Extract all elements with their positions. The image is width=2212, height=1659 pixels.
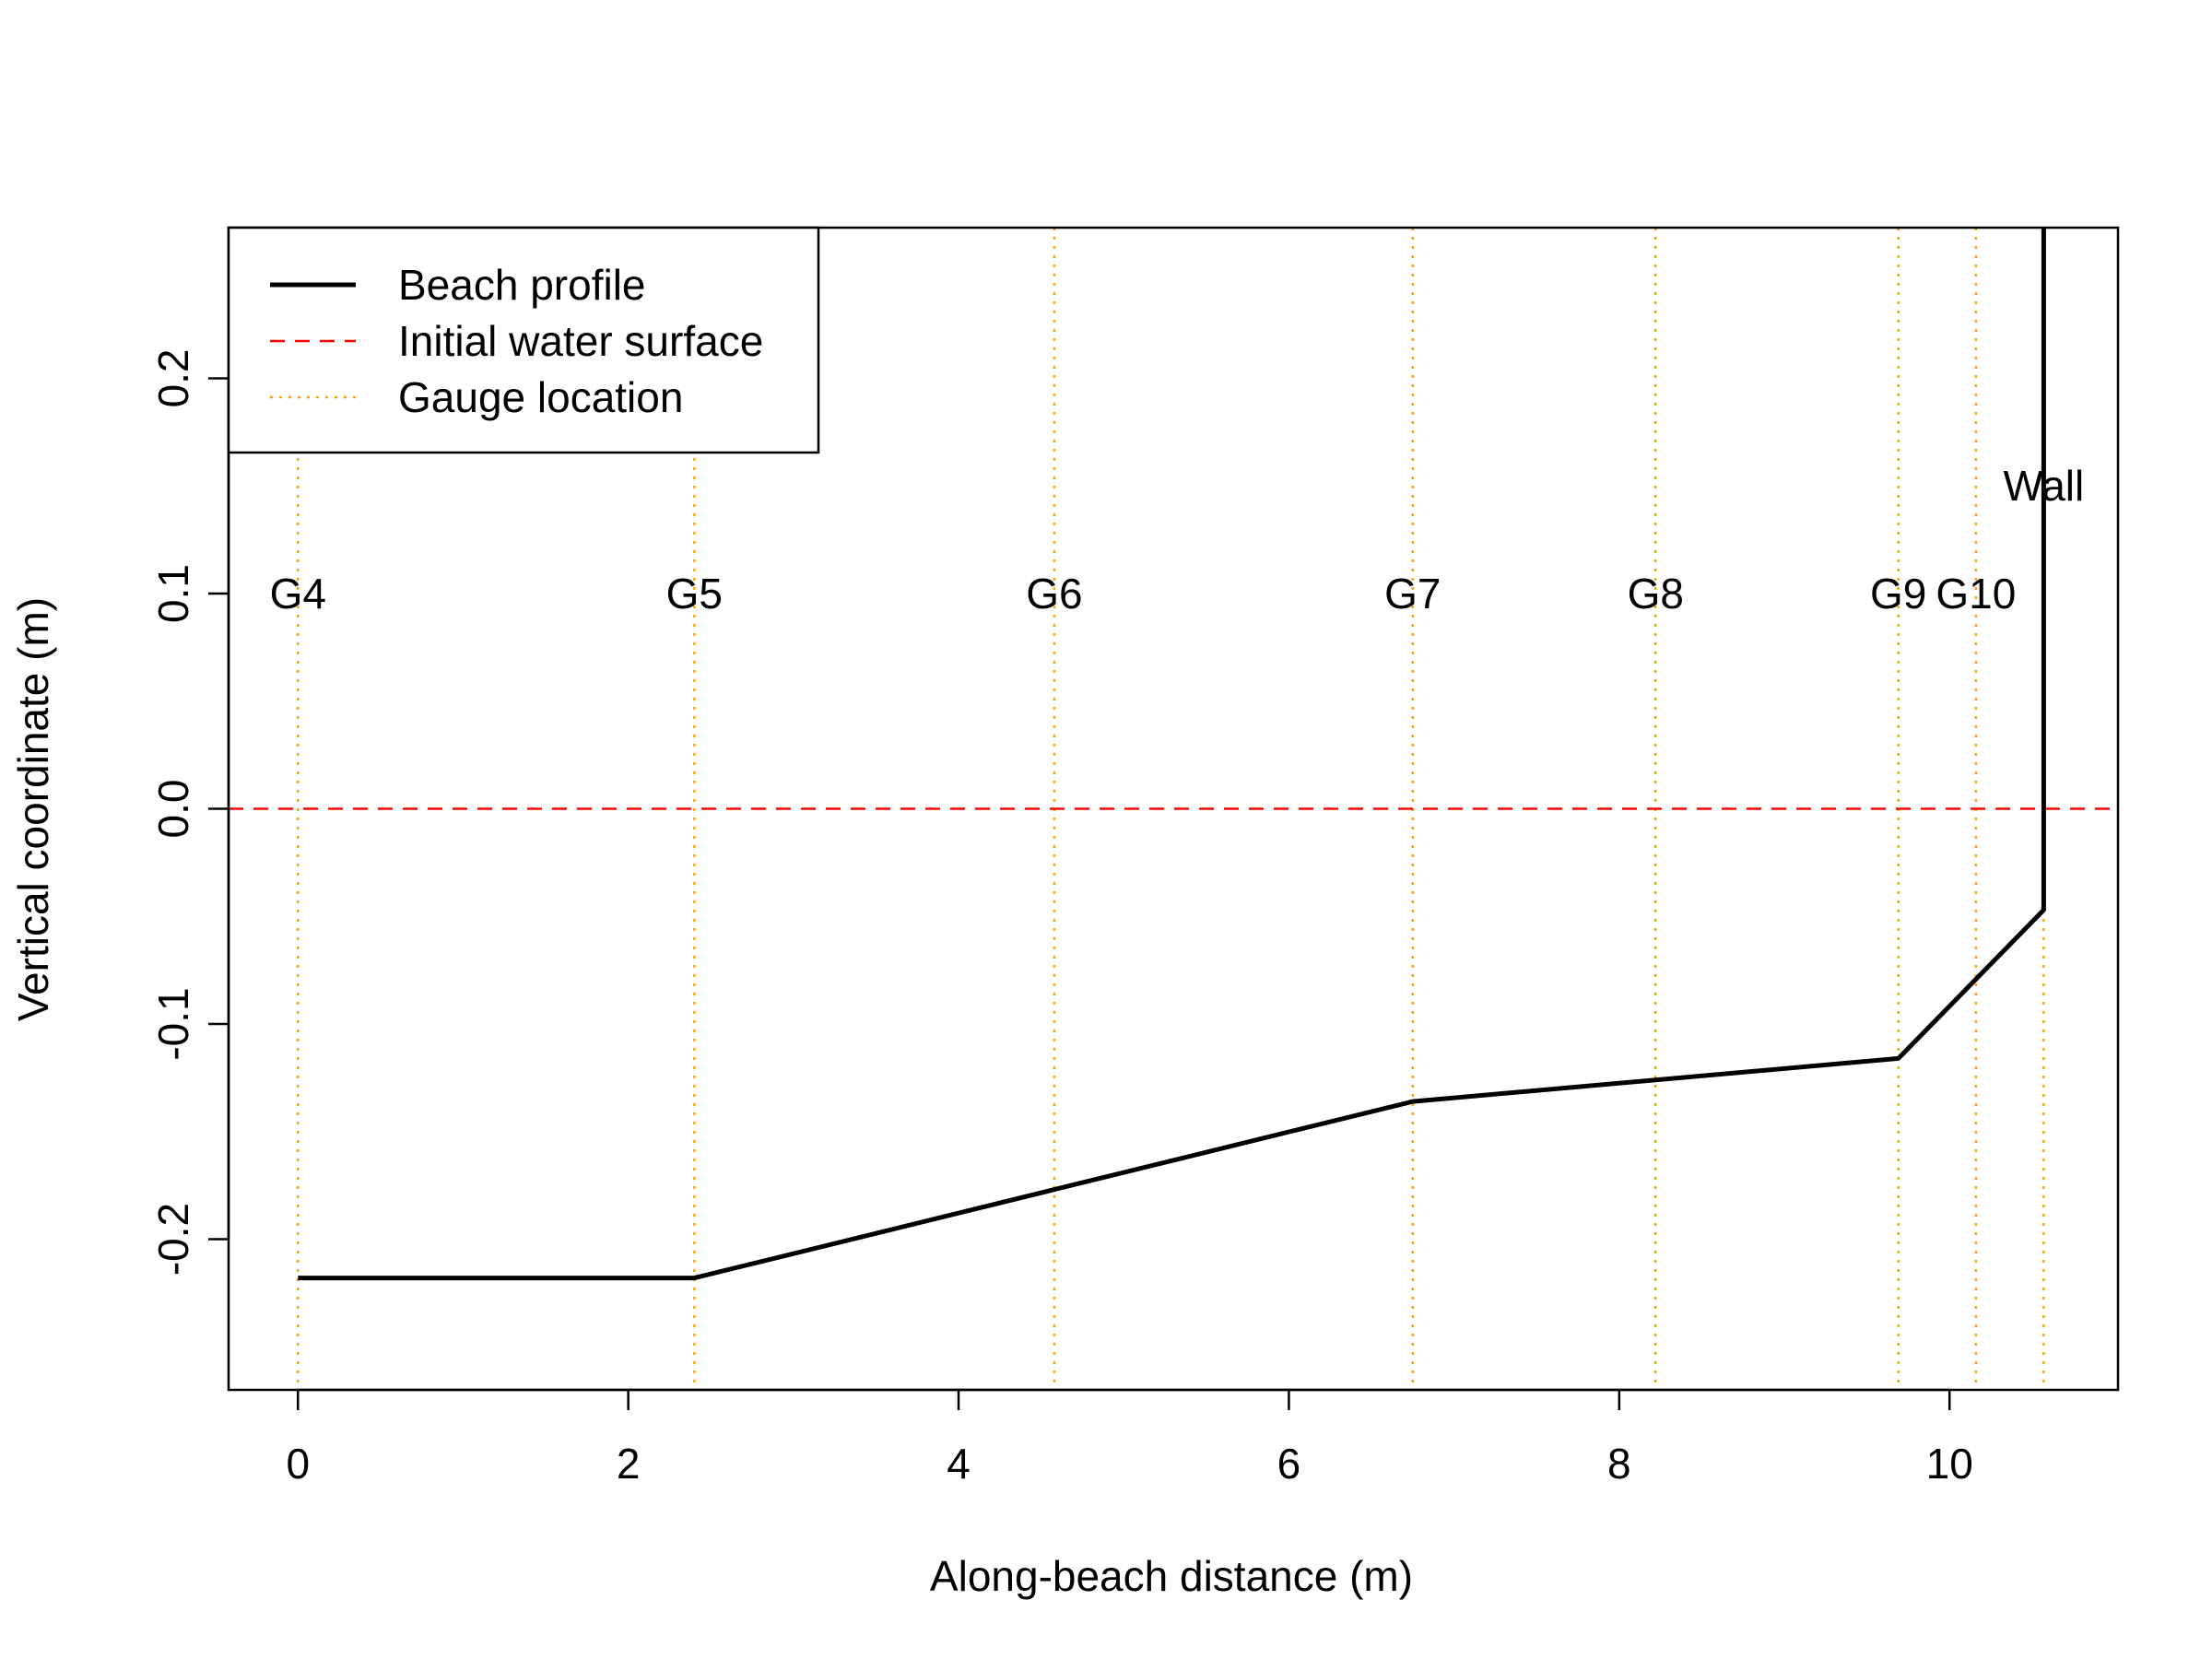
y-tick-label: 0.0 xyxy=(149,780,197,839)
y-tick-label: -0.2 xyxy=(149,1203,197,1276)
gauge-label-g4: G4 xyxy=(270,570,326,618)
legend-label-3: Gauge location xyxy=(398,373,683,421)
beach-profile-series xyxy=(298,228,2046,1281)
gauge-label-g6: G6 xyxy=(1026,570,1082,618)
gauge-label-g8: G8 xyxy=(1628,570,1684,618)
x-axis: 0 2 4 6 8 10 xyxy=(286,1388,1973,1488)
x-tick-label: 10 xyxy=(1926,1440,1973,1488)
legend-label-2: Initial water surface xyxy=(398,317,763,365)
gauge-labels: G4 G5 G6 G7 G8 G9 G10 Wall xyxy=(270,462,2085,618)
y-tick-label: -0.1 xyxy=(149,987,197,1060)
y-tick-label: 0.2 xyxy=(149,348,197,407)
wall-label: Wall xyxy=(2003,462,2084,510)
y-axis-title: Vertical coordinate (m) xyxy=(9,597,57,1021)
legend: Beach profile Initial water surface Gauge … xyxy=(227,226,820,454)
gauge-label-g9: G9 xyxy=(1870,570,1926,618)
y-tick-label: 0.1 xyxy=(149,564,197,623)
x-tick-label: 2 xyxy=(617,1440,641,1488)
beach-profile-line xyxy=(298,228,2046,1281)
legend-label-1: Beach profile xyxy=(398,261,646,309)
x-tick-label: 4 xyxy=(947,1440,971,1488)
y-axis: -0.2 -0.1 0.0 0.1 0.2 xyxy=(149,348,230,1276)
x-tick-label: 6 xyxy=(1277,1440,1301,1488)
x-tick-label: 8 xyxy=(1607,1440,1631,1488)
gauge-label-g7: G7 xyxy=(1384,570,1441,618)
gauge-label-g5: G5 xyxy=(666,570,723,618)
x-axis-title: Along-beach distance (m) xyxy=(930,1552,1413,1600)
x-tick-label: 0 xyxy=(286,1440,310,1488)
gauge-label-g10: G10 xyxy=(1936,570,2016,618)
